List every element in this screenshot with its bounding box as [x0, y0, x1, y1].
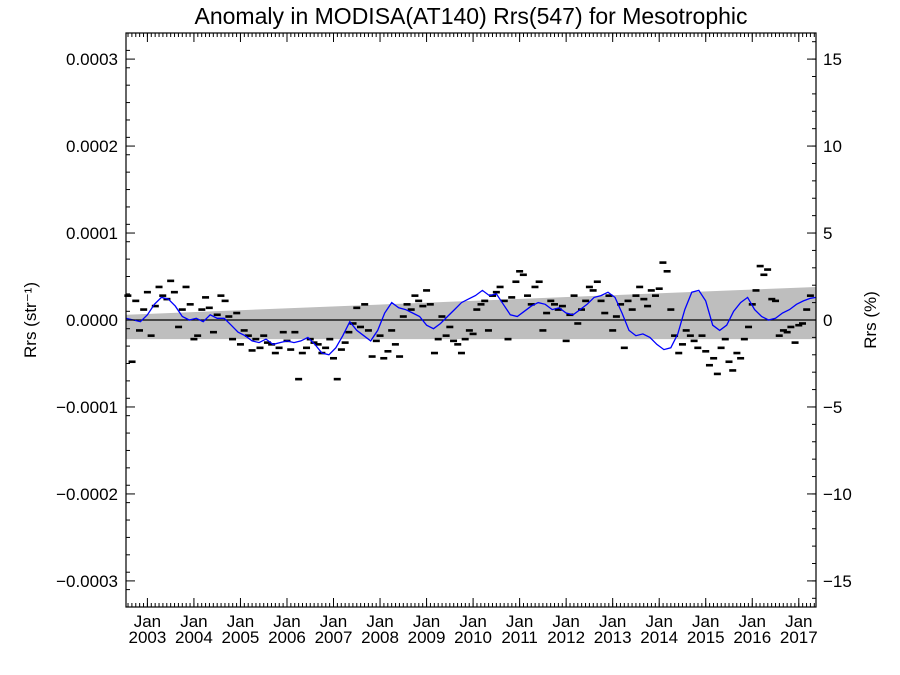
y-tick-label-left: 0.0003 — [66, 50, 118, 69]
x-tick-label-year: 2013 — [594, 628, 632, 647]
x-tick-label-month: Jan — [320, 612, 347, 631]
x-tick-label-year: 2007 — [315, 628, 353, 647]
y-tick-label-left: 0.0001 — [66, 224, 118, 243]
x-tick-label-year: 2016 — [733, 628, 771, 647]
y-tick-label-right: −10 — [823, 485, 852, 504]
x-tick-label-month: Jan — [134, 612, 161, 631]
x-tick-label-year: 2015 — [687, 628, 725, 647]
x-tick-label-month: Jan — [599, 612, 626, 631]
y-tick-label-right: 15 — [823, 50, 842, 69]
x-tick-label-month: Jan — [413, 612, 440, 631]
y-tick-label-right: 0 — [823, 311, 832, 330]
x-tick-label-year: 2012 — [547, 628, 585, 647]
x-tick-label-month: Jan — [227, 612, 254, 631]
y-tick-label-right: −5 — [823, 398, 842, 417]
x-tick-label-year: 2010 — [454, 628, 492, 647]
x-tick-label-year: 2009 — [408, 628, 446, 647]
x-tick-label-year: 2004 — [175, 628, 213, 647]
plot-area: 0.0003 0.0002 0.0001 0.0000 −0.0001 −0.0002 −0… — [56, 32, 852, 647]
y-tick-label-left: −0.0002 — [56, 485, 118, 504]
x-tick-label-year: 2014 — [640, 628, 678, 647]
y-tick-label-right: −15 — [823, 572, 852, 591]
x-tick-label-year: 2008 — [361, 628, 399, 647]
x-tick-label-month: Jan — [273, 612, 300, 631]
x-tick-label-month: Jan — [645, 612, 672, 631]
x-tick-label-month: Jan — [785, 612, 812, 631]
x-tick-label-year: 2003 — [128, 628, 166, 647]
y-tick-label-left: −0.0001 — [56, 398, 118, 417]
x-tick-label-month: Jan — [692, 612, 719, 631]
x-tick-label-month: Jan — [459, 612, 486, 631]
y-axis-label-left: Rrs (str⁻¹) — [21, 282, 40, 358]
x-tick-label-month: Jan — [506, 612, 533, 631]
y-tick-label-left: 0.0002 — [66, 137, 118, 156]
y-tick-label-right: 5 — [823, 224, 832, 243]
smoothed-series-line — [125, 289, 817, 356]
chart-title: Anomaly in MODISA(AT140) Rrs(547) for Me… — [194, 3, 747, 29]
x-tick-label-month: Jan — [739, 612, 766, 631]
x-tick-label-year: 2006 — [268, 628, 306, 647]
x-tick-label-month: Jan — [366, 612, 393, 631]
y-tick-label-right: 10 — [823, 137, 842, 156]
y-tick-label-left: −0.0003 — [56, 572, 118, 591]
y-tick-label-left: 0.0000 — [66, 311, 118, 330]
x-tick-label-month: Jan — [552, 612, 579, 631]
x-tick-label-year: 2005 — [222, 628, 260, 647]
y-axis-label-right: Rrs (%) — [861, 291, 880, 349]
x-tick-label-year: 2017 — [780, 628, 818, 647]
x-tick-label-year: 2011 — [501, 628, 538, 647]
x-tick-label-month: Jan — [180, 612, 207, 631]
